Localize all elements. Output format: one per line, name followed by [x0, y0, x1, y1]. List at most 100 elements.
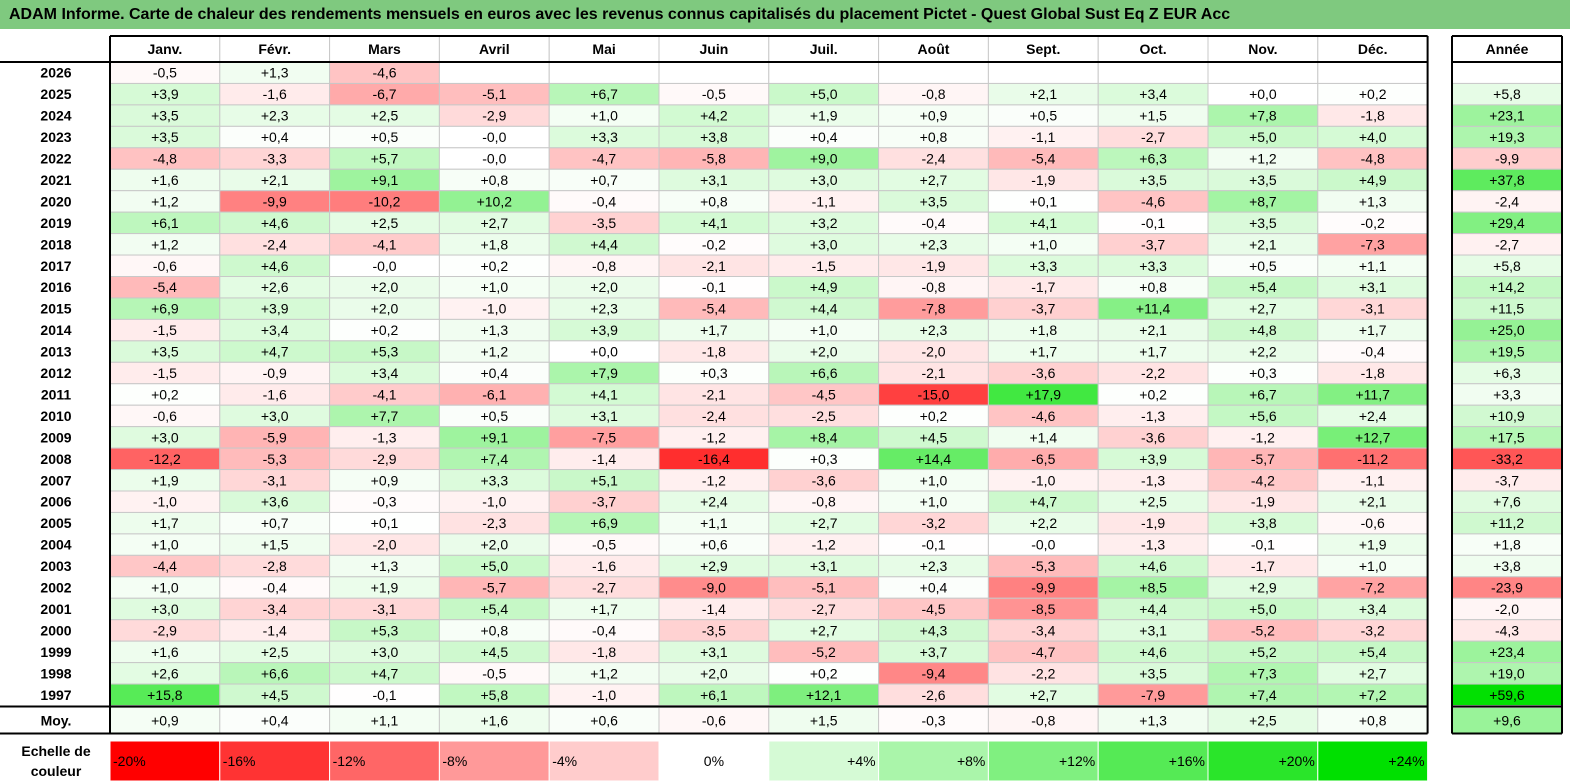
heatmap-cell: [1207, 61, 1319, 84]
heatmap-cell-value: -0,2: [1361, 215, 1385, 231]
column-header-label: Juil.: [810, 41, 838, 57]
heatmap-cell-value: +2,0: [480, 537, 508, 553]
average-cell: [438, 707, 550, 734]
heatmap-cell-value: +0,0: [1249, 86, 1277, 102]
annual-cell-value: +5,8: [1493, 86, 1521, 102]
heatmap-cell-value: -6,1: [482, 386, 506, 402]
annual-cell-value: +11,2: [1490, 515, 1525, 531]
heatmap-cell-value: +5,7: [371, 151, 399, 167]
row-year-label: 2000: [40, 622, 71, 638]
heatmap-cell-value: -9,9: [263, 193, 287, 209]
heatmap-cell-value: -3,4: [1031, 622, 1055, 638]
heatmap-cell-value: -2,9: [482, 108, 506, 124]
heatmap-cell-value: +1,0: [920, 494, 948, 510]
average-cell-value: -0,8: [1031, 713, 1055, 729]
heatmap-cell-value: +0,1: [371, 515, 399, 531]
row-year-label: 2008: [40, 451, 71, 467]
heatmap-cell-value: +3,9: [261, 301, 289, 317]
heatmap-cell-value: -1,0: [482, 301, 506, 317]
column-header-label: Août: [918, 41, 950, 57]
heatmap-cell-value: +2,7: [1249, 301, 1277, 317]
heatmap-cell-value: -2,8: [263, 558, 287, 574]
heatmap-cell-value: +2,1: [1249, 236, 1277, 252]
legend-swatch-label: -20%: [113, 753, 146, 769]
heatmap-cell-value: +4,2: [700, 108, 728, 124]
heatmap-cell-value: -3,2: [921, 515, 945, 531]
heatmap-cell-value: +0,2: [1139, 386, 1167, 402]
heatmap-cell-value: -0,3: [372, 494, 396, 510]
row-year-label: 2015: [40, 301, 71, 317]
heatmap-cell-value: -9,9: [1031, 580, 1055, 596]
heatmap-cell-value: +5,0: [810, 86, 838, 102]
heatmap-cell-value: +5,0: [1249, 601, 1277, 617]
heatmap-cell-value: +0,2: [151, 386, 179, 402]
row-year-label: 2017: [40, 258, 71, 274]
heatmap-cell-value: -5,4: [702, 301, 726, 317]
row-year-label: 2001: [40, 601, 71, 617]
heatmap-cell-value: +3,6: [261, 494, 289, 510]
heatmap-cell-value: +1,2: [590, 665, 618, 681]
annual-cell-value: +19,3: [1489, 129, 1525, 145]
heatmap-cell: [658, 61, 770, 84]
annual-cell-value: -33,2: [1491, 451, 1523, 467]
legend-swatch: [1207, 740, 1319, 782]
heatmap-cell-value: +3,4: [261, 322, 289, 338]
average-cell: [1207, 707, 1319, 734]
column-header-label: Nov.: [1248, 41, 1277, 57]
heatmap-cell-value: +7,7: [371, 408, 399, 424]
heatmap-cell-value: +2,7: [1029, 687, 1057, 703]
heatmap-cell-value: -5,8: [702, 151, 726, 167]
heatmap-cell-value: +1,3: [261, 65, 289, 81]
heatmap-cell-value: -1,5: [153, 365, 177, 381]
heatmap-cell-value: +5,1: [590, 472, 618, 488]
heatmap-cell-value: +6,1: [151, 215, 179, 231]
heatmap-cell-value: +7,4: [1249, 687, 1277, 703]
heatmap-cell-value: -7,2: [1361, 580, 1385, 596]
heatmap-cell: [987, 61, 1099, 84]
heatmap-cell-value: -0,1: [702, 279, 726, 295]
heatmap-cell-value: -3,6: [1031, 365, 1055, 381]
heatmap-cell-value: +3,1: [590, 408, 618, 424]
column-header-cell: [1097, 35, 1209, 63]
column-header-label: Mars: [368, 41, 401, 57]
legend-swatch: [438, 740, 550, 782]
heatmap-cell-value: +1,0: [151, 580, 179, 596]
heatmap-cell-value: -6,7: [372, 86, 396, 102]
heatmap-cell-value: +2,0: [700, 665, 728, 681]
heatmap-cell-value: +3,2: [810, 215, 838, 231]
heatmap-cell-value: +1,7: [1139, 344, 1167, 360]
heatmap-cell-value: +5,4: [480, 601, 508, 617]
legend-swatch-label: -12%: [333, 753, 366, 769]
heatmap-cell-value: +1,5: [261, 537, 289, 553]
row-year-label: 2007: [40, 472, 71, 488]
heatmap-cell-value: +3,8: [1249, 515, 1277, 531]
heatmap-cell-value: -0,4: [1361, 344, 1385, 360]
heatmap-cell-value: +1,4: [1029, 429, 1057, 445]
heatmap-cell-value: -3,1: [1361, 301, 1385, 317]
heatmap-cell-value: +0,1: [1029, 193, 1057, 209]
legend-swatch: [548, 740, 660, 782]
heatmap-cell-value: +0,9: [920, 108, 948, 124]
heatmap-cell-value: -3,2: [1361, 622, 1385, 638]
annual-cell-value: +7,6: [1493, 494, 1521, 510]
heatmap-cell-value: +0,5: [1249, 258, 1277, 274]
heatmap-cell-value: +3,3: [1029, 258, 1057, 274]
average-cell-value: +1,6: [480, 713, 508, 729]
heatmap-cell-value: +6,6: [261, 665, 289, 681]
legend-swatch: [1317, 740, 1429, 782]
heatmap-cell-value: +11,7: [1356, 386, 1391, 402]
heatmap-cell-value: +0,5: [371, 129, 399, 145]
heatmap-cell-value: +3,0: [261, 408, 289, 424]
legend-swatch-label: +12%: [1059, 753, 1095, 769]
heatmap-cell-value: -2,4: [921, 151, 945, 167]
heatmap-cell-value: -1,6: [263, 386, 287, 402]
heatmap-cell-value: -3,1: [263, 472, 287, 488]
heatmap-cell-value: +2,2: [1249, 344, 1277, 360]
heatmap-cell-value: -0,1: [372, 687, 396, 703]
column-header-label: Févr.: [258, 41, 291, 57]
heatmap-cell-value: +4,0: [1359, 129, 1387, 145]
heatmap-cell-value: +0,7: [590, 172, 618, 188]
heatmap-cell-value: +1,2: [151, 236, 179, 252]
annual-cell-value: +5,8: [1493, 258, 1521, 274]
legend-swatch: [768, 740, 880, 782]
